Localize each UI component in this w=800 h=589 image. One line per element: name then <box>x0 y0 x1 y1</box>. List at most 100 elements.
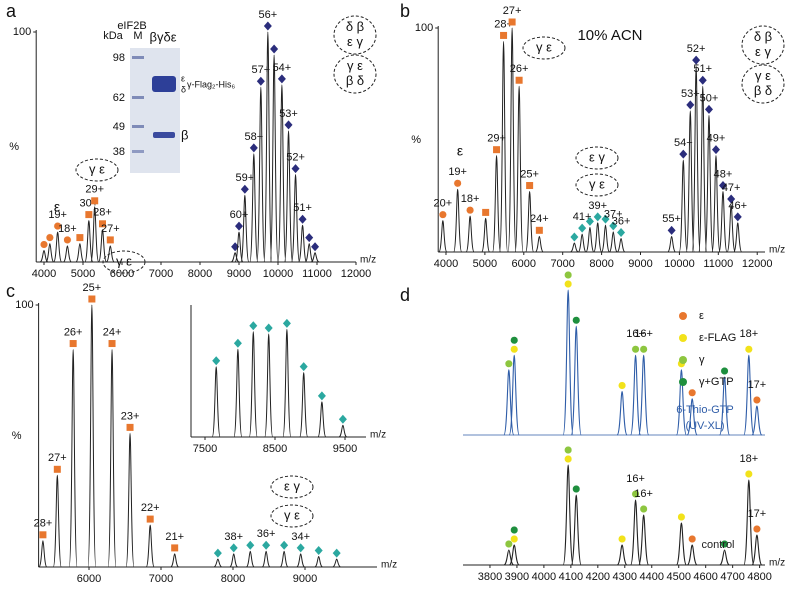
peak <box>508 544 520 566</box>
peak-label: 27+ <box>101 223 120 235</box>
x-tick-label: 9000 <box>227 268 251 280</box>
marker <box>564 279 573 289</box>
marker <box>679 149 688 159</box>
peak-label: 18+ <box>58 223 77 235</box>
trace-name: control <box>701 539 734 551</box>
marker <box>601 214 610 224</box>
peak <box>686 544 698 566</box>
x-tick-label: 10000 <box>664 258 695 270</box>
peak <box>332 558 341 568</box>
marker <box>453 179 462 188</box>
peak-label: 52+ <box>286 152 305 164</box>
peak <box>39 249 49 263</box>
marker <box>510 345 519 354</box>
peak <box>507 27 517 253</box>
marker <box>284 120 293 130</box>
peak-label: 21+ <box>165 531 184 543</box>
peak <box>87 304 97 568</box>
marker-label: 49 <box>113 121 125 133</box>
marker <box>235 221 243 231</box>
marker <box>263 21 272 31</box>
marker <box>686 100 695 110</box>
marker <box>39 531 47 539</box>
marker-label: 98 <box>113 52 125 64</box>
x-tick-label: 4800 <box>747 571 771 583</box>
peak <box>570 325 582 436</box>
marker <box>233 338 242 348</box>
peak <box>84 220 94 263</box>
marker <box>213 548 222 558</box>
annotation: β δ <box>754 83 772 98</box>
marker <box>593 212 602 222</box>
peak <box>245 550 255 568</box>
marker <box>609 221 618 231</box>
annotation-ellipse <box>522 36 566 60</box>
peak <box>261 550 271 568</box>
marker <box>720 366 729 376</box>
peak <box>751 405 763 436</box>
peak <box>492 155 502 253</box>
marker <box>264 323 273 333</box>
marker <box>76 234 84 242</box>
peak-label: 36+ <box>257 528 276 540</box>
marker <box>311 242 320 252</box>
peak <box>562 464 574 566</box>
peak <box>310 252 320 263</box>
marker <box>262 540 271 550</box>
x-axis-label: m/z <box>381 560 397 571</box>
x-tick-label: 7500 <box>193 443 217 455</box>
trace-name: 6-Thio-GTP <box>676 404 733 416</box>
peak-label: 51+ <box>693 63 712 75</box>
peak <box>718 191 728 253</box>
peak-label: 48+ <box>714 168 733 180</box>
peak-label: 37+ <box>604 209 623 221</box>
x-tick-label: 9500 <box>333 443 357 455</box>
peak <box>638 354 650 436</box>
marker <box>45 233 54 242</box>
peak-label: 17+ <box>748 379 767 391</box>
annotation: ε <box>457 143 463 159</box>
marker <box>291 164 300 174</box>
marker <box>698 75 707 85</box>
x-tick-label: 4500 <box>666 571 690 583</box>
peak-label: 47+ <box>722 182 741 194</box>
band-label: δ <box>181 84 186 94</box>
annotation: ε <box>54 199 60 215</box>
x-tick-label: 8000 <box>589 258 613 270</box>
peak-label: 29+ <box>487 133 506 145</box>
panel-letter: b <box>400 1 410 21</box>
peak <box>145 524 155 568</box>
gel <box>130 48 180 173</box>
marker <box>270 44 279 54</box>
peak <box>638 514 650 566</box>
marker <box>249 321 258 331</box>
x-tick-label: 4000 <box>532 571 556 583</box>
ladder-band <box>132 125 144 128</box>
marker <box>510 525 519 535</box>
annotation-ellipse <box>333 54 377 94</box>
peak <box>314 556 323 568</box>
marker <box>639 345 648 354</box>
panel-letter: a <box>6 1 17 21</box>
marker <box>246 540 255 550</box>
peak <box>105 245 115 263</box>
marker <box>752 524 761 534</box>
peak-label: 25+ <box>520 168 539 180</box>
marker <box>212 356 221 366</box>
peak-label: 50+ <box>700 92 719 104</box>
x-tick-label: 4600 <box>693 571 717 583</box>
annotation-ellipse <box>575 146 619 170</box>
marker <box>69 340 77 348</box>
peak <box>256 86 266 263</box>
peak <box>298 224 308 263</box>
peak-label: 16+ <box>634 328 653 340</box>
peak-label: 51+ <box>293 202 312 214</box>
x-axis-label: m/z <box>769 245 785 256</box>
y-tick-label: 100 <box>13 26 31 38</box>
peak <box>68 349 78 568</box>
annotation: ε γ <box>589 149 605 164</box>
peak <box>719 376 731 436</box>
annotation: ε γ <box>284 478 300 493</box>
peak <box>743 479 755 566</box>
marker <box>482 208 490 216</box>
